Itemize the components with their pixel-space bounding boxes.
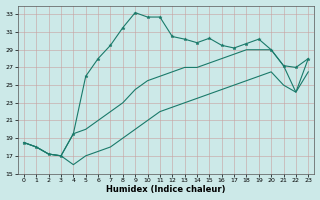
X-axis label: Humidex (Indice chaleur): Humidex (Indice chaleur) [106, 185, 226, 194]
